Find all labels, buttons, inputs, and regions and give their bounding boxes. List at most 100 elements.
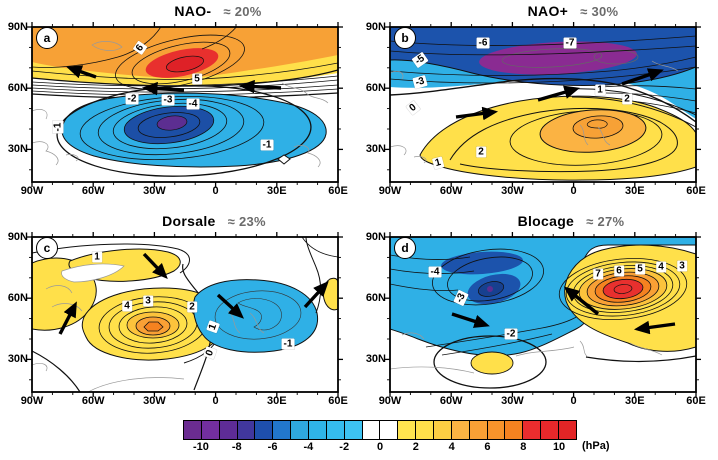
panel-c-xtick-90w: 90W (20, 395, 44, 407)
trough-inner-rings (214, 290, 302, 340)
flow-arrows (455, 68, 664, 121)
panel-c-ytick-30n: 30N (7, 353, 28, 365)
flow-arrow (141, 81, 185, 96)
contour-label: -4 (186, 98, 200, 110)
ridge-core-center (143, 321, 164, 332)
panel-a-ytick-30n: 30N (7, 143, 28, 155)
panel-a-title-text: NAO- (174, 3, 212, 19)
colorbar-cell (522, 421, 541, 439)
panel-d-xtick-0: 0 (570, 395, 577, 407)
panel-b-xtick-90w: 90W (378, 185, 402, 197)
colorbar-cell (486, 421, 505, 439)
panel-b-map: b -6 -7 -5 -3 0 1 2 2 1 (385, 22, 701, 187)
panel-a-xtick-60w: 60W (81, 185, 105, 197)
panel-c-title-text: Dorsale (162, 213, 216, 229)
panel-a-percent: ≈ 20% (223, 4, 262, 19)
negative-core-purple-dot (487, 286, 493, 292)
flow-arrow (58, 301, 77, 335)
contour-label: -2 (125, 93, 139, 105)
flow-arrow (66, 65, 97, 79)
flow-arrows (58, 252, 329, 335)
colorbar-cell (308, 421, 326, 439)
panel-a-letter: a (36, 27, 58, 49)
colorbar-tick: 8 (520, 441, 527, 453)
coastlines (390, 60, 679, 164)
colorbar-cell (433, 421, 451, 439)
flow-arrows (451, 286, 676, 335)
map-canvas-a (27, 22, 343, 187)
south-yellow-spot (470, 351, 514, 375)
flow-arrow (455, 106, 499, 121)
flow-arrow (633, 320, 676, 335)
panel-a-xtick-60e: 60E (328, 185, 348, 197)
panel-c-xtick-60e: 60E (328, 395, 348, 407)
contour-label: 3 (677, 260, 687, 272)
panel-b-xtick-30w: 30W (501, 185, 524, 197)
flow-arrow (238, 79, 282, 94)
panel-c-ytick-60n: 60N (7, 292, 28, 304)
contour-label: 2 (476, 146, 486, 158)
flow-arrow (303, 280, 329, 309)
colorbar-cell (504, 421, 523, 439)
colorbar-cell (236, 421, 255, 439)
panel-b-title: NAO+ ≈ 30% (528, 3, 619, 19)
panel-a-xtick-30w: 30W (143, 185, 166, 197)
map-canvas-c (27, 232, 343, 397)
contour-label: -3 (161, 94, 175, 106)
panel-b-xtick-60e: 60E (686, 185, 706, 197)
flow-arrow (621, 68, 664, 86)
colorbar-tick: -8 (231, 441, 242, 453)
panel-a-title: NAO- ≈ 20% (174, 3, 261, 19)
greenland-white-notch (61, 263, 125, 283)
contour-label: 4 (122, 300, 132, 312)
panel-d-percent: ≈ 27% (586, 214, 625, 229)
blocking-core-red (602, 278, 644, 300)
panel-c-xtick-0: 0 (212, 395, 219, 407)
colorbar-unit-label: (hPa) (582, 440, 610, 452)
colorbar-cell (361, 421, 380, 439)
panel-c-xtick-60w: 60W (81, 395, 105, 407)
contour-1-line (32, 243, 190, 274)
colorbar-tick: 4 (448, 441, 455, 453)
panel-d-letter: d (394, 237, 416, 259)
south-contour-loop (433, 335, 547, 389)
colorbar-tick: -4 (303, 441, 314, 453)
panel-d-ytick-90n: 90N (365, 231, 386, 243)
panel-d-xtick-90w: 90W (378, 395, 402, 407)
map-border (389, 236, 697, 393)
colorbar-cell (184, 421, 201, 439)
panel-a-xtick-90w: 90W (20, 185, 44, 197)
positive-core-inner (166, 55, 204, 73)
panel-a-ytick-60n: 60N (7, 82, 28, 94)
colorbar (183, 420, 577, 440)
contour-label: 5 (635, 263, 645, 275)
panel-d-ytick-60n: 60N (365, 292, 386, 304)
colorbar-cell (254, 421, 273, 439)
coastlines (390, 332, 663, 374)
colorbar-cell (379, 421, 398, 439)
northeast-arc (301, 237, 338, 258)
contour-label: 5 (192, 73, 202, 85)
contour-label: 6 (614, 265, 624, 277)
flow-arrow (216, 293, 245, 319)
panel-b-xtick-30e: 30E (625, 185, 645, 197)
colorbar-tick: -2 (339, 441, 350, 453)
map-border (389, 26, 697, 183)
panel-c-map: c 1 4 3 2 1 0 -1 (27, 232, 343, 397)
panel-c-xtick-30e: 30E (267, 395, 287, 407)
panel-b-xtick-0: 0 (570, 185, 577, 197)
contour-label: -1 (260, 139, 274, 151)
contour-label: 2 (187, 301, 197, 313)
trough-cyan-blob (192, 279, 319, 353)
contour-label: -1 (52, 120, 64, 134)
flow-arrows (66, 65, 282, 96)
contour-label: 1 (595, 84, 605, 96)
contour-label: -2 (504, 328, 518, 340)
axis-ticks (27, 22, 343, 187)
coastlines (32, 41, 329, 168)
panel-c-percent: ≈ 23% (227, 214, 266, 229)
panel-b-ytick-60n: 60N (365, 82, 386, 94)
panel-a-map: a 6 5 -2 -3 -4 -1 -1 (27, 22, 343, 187)
contour-2-line (571, 96, 696, 128)
